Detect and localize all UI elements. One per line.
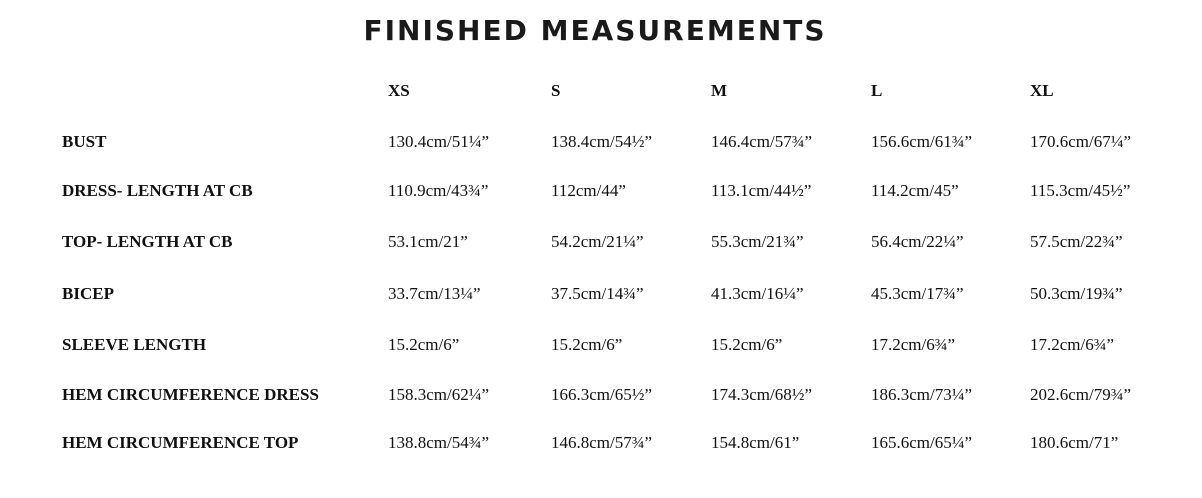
measurement-cell: 53.1cm/21” [388,232,468,251]
measurement-cell: 180.6cm/71” [1030,433,1119,452]
measurement-cell: 113.1cm/44½” [711,181,812,200]
measurement-cell: 45.3cm/17¾” [871,284,964,303]
measurement-cell: 112cm/44” [551,181,626,200]
measurement-cell: 158.3cm/62¼” [388,385,490,404]
measurement-cell: 146.8cm/57¾” [551,433,653,452]
size-header: M [711,81,728,100]
measurement-cell: 17.2cm/6¾” [1030,335,1115,354]
measurement-cell: 156.6cm/61¾” [871,132,973,151]
row-label: SLEEVE LENGTH [62,335,207,354]
row-label: BUST [62,132,107,151]
page-title: FINISHED MEASUREMENTS [363,14,827,47]
row-label: BICEP [62,284,114,303]
measurement-cell: 114.2cm/45” [871,181,959,200]
measurement-cell: 54.2cm/21¼” [551,232,644,251]
row-label: DRESS- LENGTH AT CB [62,181,253,200]
measurement-cell: 174.3cm/68½” [711,385,813,404]
row-label: HEM CIRCUMFERENCE TOP [62,433,299,452]
size-header: XL [1030,81,1054,100]
measurement-cell: 15.2cm/6” [711,335,783,354]
measurement-cell: 170.6cm/67¼” [1030,132,1132,151]
measurement-cell: 138.8cm/54¾” [388,433,490,452]
size-header: XS [388,81,410,100]
row-label: TOP- LENGTH AT CB [62,232,233,251]
measurement-cell: 55.3cm/21¾” [711,232,804,251]
measurement-cell: 17.2cm/6¾” [871,335,956,354]
measurement-cell: 166.3cm/65½” [551,385,653,404]
row-label: HEM CIRCUMFERENCE DRESS [62,385,319,404]
measurement-cell: 33.7cm/13¼” [388,284,481,303]
measurement-cell: 56.4cm/22¼” [871,232,964,251]
measurement-cell: 115.3cm/45½” [1030,181,1131,200]
size-header: L [871,81,883,100]
measurement-cell: 41.3cm/16¼” [711,284,804,303]
measurement-cell: 138.4cm/54½” [551,132,653,151]
measurement-cell: 146.4cm/57¾” [711,132,813,151]
measurement-cell: 202.6cm/79¾” [1030,385,1132,404]
measurement-cell: 57.5cm/22¾” [1030,232,1123,251]
measurement-cell: 165.6cm/65¼” [871,433,973,452]
measurement-cell: 15.2cm/6” [551,335,623,354]
measurement-cell: 130.4cm/51¼” [388,132,490,151]
measurement-cell: 37.5cm/14¾” [551,284,644,303]
measurement-cell: 110.9cm/43¾” [388,181,489,200]
size-header: S [551,81,561,100]
measurement-cell: 50.3cm/19¾” [1030,284,1123,303]
measurement-cell: 154.8cm/61” [711,433,800,452]
measurement-cell: 186.3cm/73¼” [871,385,973,404]
measurement-cell: 15.2cm/6” [388,335,460,354]
